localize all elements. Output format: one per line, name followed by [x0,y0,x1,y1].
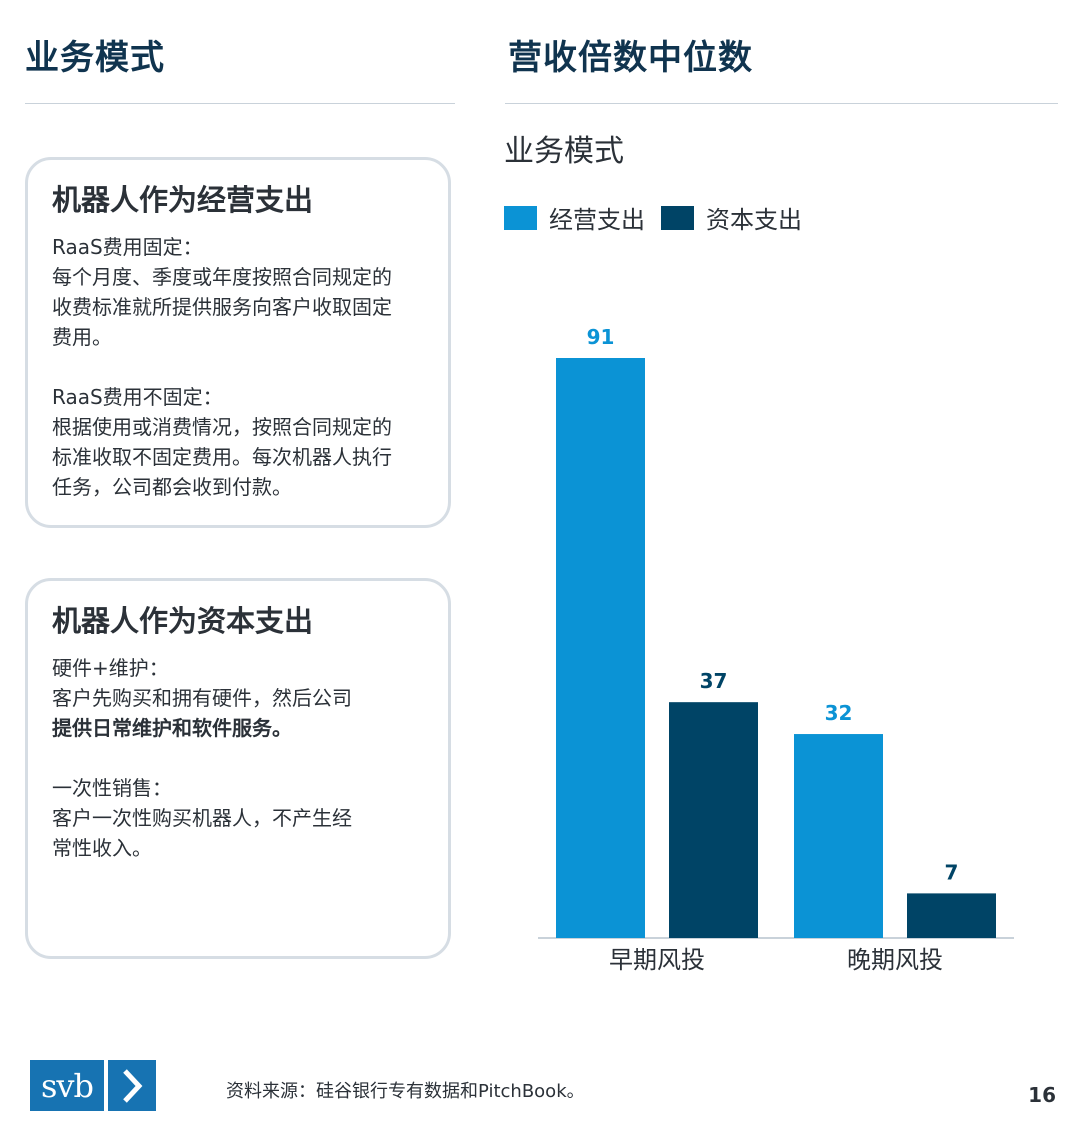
svb-logo: svb [30,1060,156,1111]
right-heading: 营收倍数中位数 [508,38,753,78]
opex-variable-paragraph: RaaS费用不固定： 根据使用或消费情况，按照合同规定的 标准收取不固定费用。每… [52,382,436,502]
paragraph-line: 客户先购买和拥有硬件，然后公司 [52,686,352,710]
chart-legend: 经营支出 资本支出 [504,200,818,235]
legend-label-opex: 经营支出 [549,206,645,234]
data-label: 7 [945,860,959,884]
right-divider [505,103,1058,104]
paragraph-label: RaaS费用固定： [52,235,203,259]
paragraph-line: 提供日常维护和软件服务。 [52,716,292,740]
bar-chart: 91 37 早期风投 32 7 晚期风投 [538,325,1014,974]
paragraph-line: 根据使用或消费情况，按照合同规定的 [52,415,392,439]
bar-capex-1 [907,893,996,938]
bar-opex-1 [794,734,883,938]
paragraph-line: 每个月度、季度或年度按照合同规定的 [52,265,392,289]
chevron-right-icon [108,1060,156,1111]
legend-item-opex: 经营支出 [504,200,645,235]
logo-wordmark: svb [30,1060,104,1111]
paragraph-line: 客户一次性购买机器人，不产生经 [52,806,352,830]
x-tick-label: 晚期风投 [847,946,943,974]
legend-item-capex: 资本支出 [661,200,802,235]
paragraph-label: 一次性销售： [52,776,172,800]
paragraph-label: RaaS费用不固定： [52,385,223,409]
x-tick-label: 早期风投 [609,946,705,974]
legend-swatch-capex [661,205,694,230]
data-label: 32 [825,701,853,725]
paragraph-line: 收费标准就所提供服务向客户收取固定 [52,295,392,319]
left-heading: 业务模式 [25,38,165,78]
capex-card: 机器人作为资本支出 硬件+维护： 客户先购买和拥有硬件，然后公司 提供日常维护和… [25,578,451,959]
capex-one-time-paragraph: 一次性销售： 客户一次性购买机器人，不产生经 常性收入。 [52,773,436,863]
legend-label-capex: 资本支出 [706,206,802,234]
paragraph-line: 常性收入。 [52,836,152,860]
paragraph-label: 硬件+维护： [52,656,169,680]
legend-swatch-opex [504,205,537,230]
opex-fixed-paragraph: RaaS费用固定： 每个月度、季度或年度按照合同规定的 收费标准就所提供服务向客… [52,232,436,352]
paragraph-line: 任务，公司都会收到付款。 [52,475,292,499]
data-label: 37 [700,669,728,693]
chart-title: 业务模式 [504,134,624,169]
opex-card-title: 机器人作为经营支出 [52,183,314,217]
bar-capex-0 [669,702,758,938]
left-divider [25,103,455,104]
data-label: 91 [587,325,615,349]
capex-hardware-paragraph: 硬件+维护： 客户先购买和拥有硬件，然后公司 提供日常维护和软件服务。 [52,653,436,743]
page-number: 16 [1028,1083,1056,1107]
paragraph-line: 标准收取不固定费用。每次机器人执行 [52,445,392,469]
capex-card-title: 机器人作为资本支出 [52,604,314,638]
chevron-right-icon-glyph [123,1068,143,1103]
paragraph-line: 费用。 [52,325,112,349]
source-note: 资料来源：硅谷银行专有数据和PitchBook。 [226,1081,585,1102]
bar-opex-0 [556,358,645,938]
opex-card: 机器人作为经营支出 RaaS费用固定： 每个月度、季度或年度按照合同规定的 收费… [25,157,451,528]
